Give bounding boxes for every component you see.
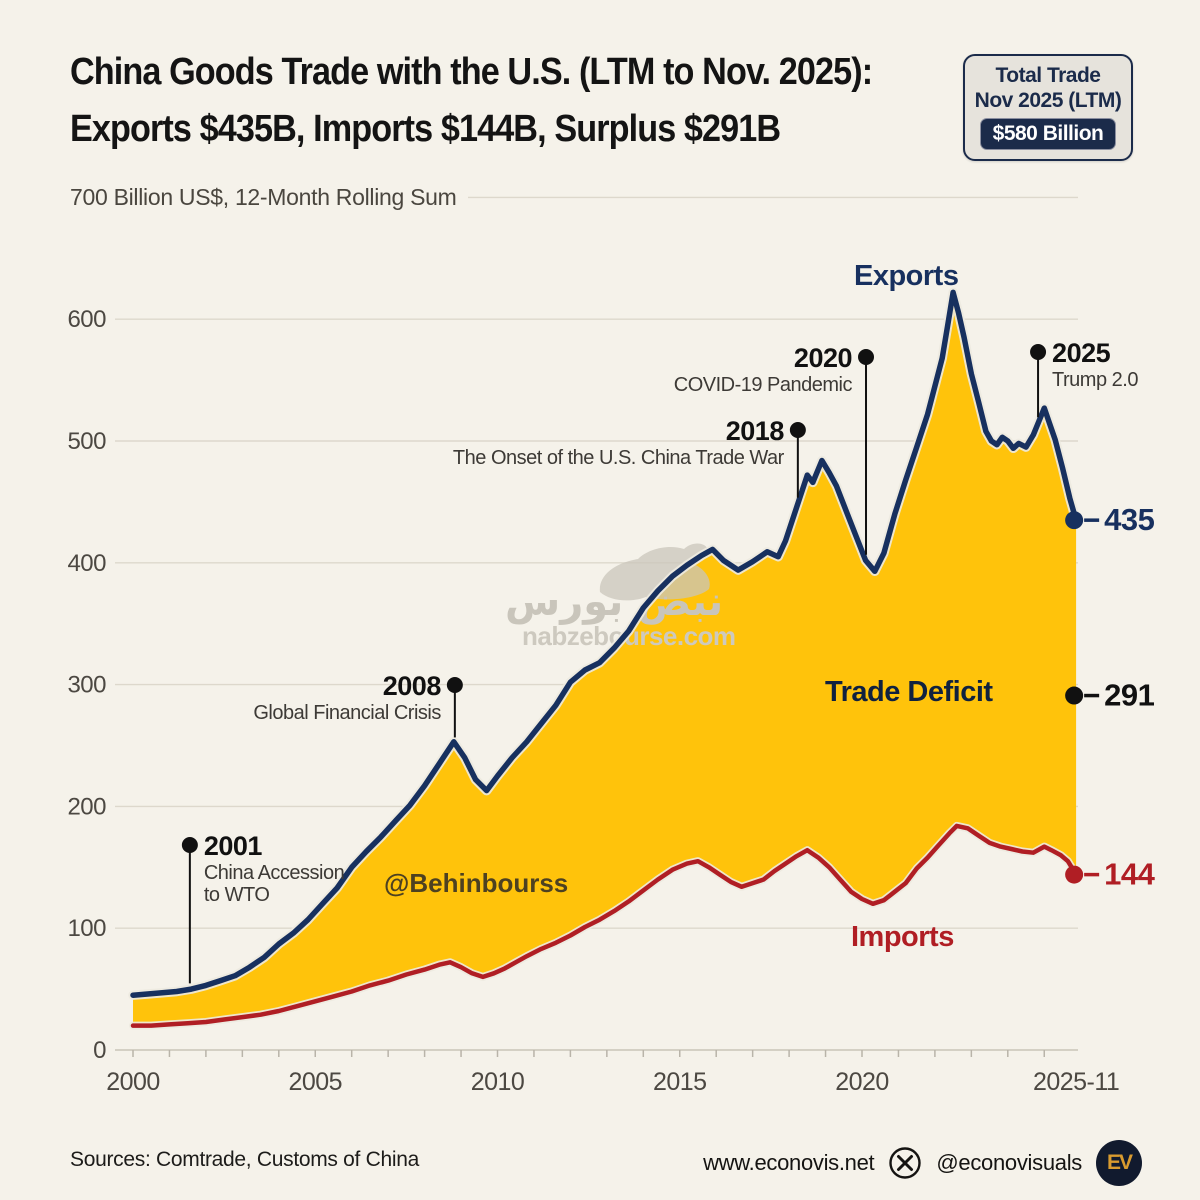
exports-end-value: 435 [1104,502,1154,537]
center-watermark [599,543,710,601]
page-title: China Goods Trade with the U.S. (LTM to … [70,44,970,158]
x-axis-label: 2015 [653,1068,707,1096]
exports-label: Exports [854,260,958,292]
annotation-year: 2001 [204,831,263,861]
annotation-year: 2020 [794,343,852,373]
website-text: www.econovis.net [703,1150,875,1175]
imports-label: Imports [851,921,954,953]
imports-end-dot [1065,865,1084,884]
total-trade-badge: Total Trade Nov 2025 (LTM) $580 Billion [963,54,1133,161]
annotation-year: 2018 [726,416,785,446]
badge-title: Total Trade [995,64,1101,87]
annotation-dot [789,422,806,438]
x-axis-label: 2020 [835,1068,889,1096]
annotation-dot [446,677,463,693]
annotation-dot [1030,344,1047,360]
x-axis-label: 2010 [471,1068,525,1096]
exports-line [130,289,1079,998]
footer-right: www.econovis.net @econovisuals EV [703,1138,1142,1188]
annotation-dot [181,837,198,853]
y-axis-label: 300 [67,672,106,699]
deficit-end-dot [1065,686,1084,705]
annotation-desc: Trump 2.0 [1052,369,1138,391]
imports-line [130,823,1079,1028]
annotation-desc: to WTO [204,884,270,906]
y-axis-label: 400 [67,550,106,577]
footer: Sources: Comtrade, Customs of China www.… [0,1138,1200,1188]
trade-deficit-label: Trade Deficit [825,676,993,708]
ev-logo-text: EV [1106,1151,1133,1174]
x-axis-label: 2025-11 [1033,1068,1119,1096]
y-axis-label: 100 [67,915,106,942]
x-axis-label: 2005 [288,1068,342,1096]
x-handle-text: @econovisuals [936,1150,1082,1175]
watermark-handle: @Behinbourss [384,868,569,898]
sources-text: Sources: Comtrade, Customs of China [70,1148,419,1171]
annotation-dot [858,349,875,365]
title-line-2: Exports $435B, Imports $144B, Surplus $2… [70,108,781,150]
y-axis-label: 500 [67,428,106,455]
y-axis-label: 600 [67,306,106,333]
y-axis-label: 0 [93,1037,106,1064]
chart-subtitle: 700 Billion US$, 12-Month Rolling Sum [70,184,457,210]
imports-end-value: 144 [1104,857,1155,892]
watermark-fa-text: نبض بورس [505,579,723,625]
annotation-desc: China Accession [204,862,344,884]
annotation-desc: The Onset of the U.S. China Trade War [453,447,785,469]
annotation-desc: COVID-19 Pandemic [674,374,853,396]
x-axis-label: 2000 [106,1068,160,1096]
annotation-year: 2008 [383,671,442,701]
x-logo-icon [889,1147,922,1179]
bull-watermark [599,543,710,601]
exports-end-dot [1065,511,1084,530]
annotation-desc: Global Financial Crisis [253,702,441,724]
title-line-1: China Goods Trade with the U.S. (LTM to … [70,51,873,93]
deficit-end-value: 291 [1104,678,1154,713]
badge-subtitle: Nov 2025 (LTM) [974,89,1122,112]
econovisuals-logo: EV [1096,1140,1142,1186]
y-axis-label: 200 [67,793,106,820]
badge-value: $580 Billion [979,118,1117,150]
annotation-year: 2025 [1052,338,1111,368]
